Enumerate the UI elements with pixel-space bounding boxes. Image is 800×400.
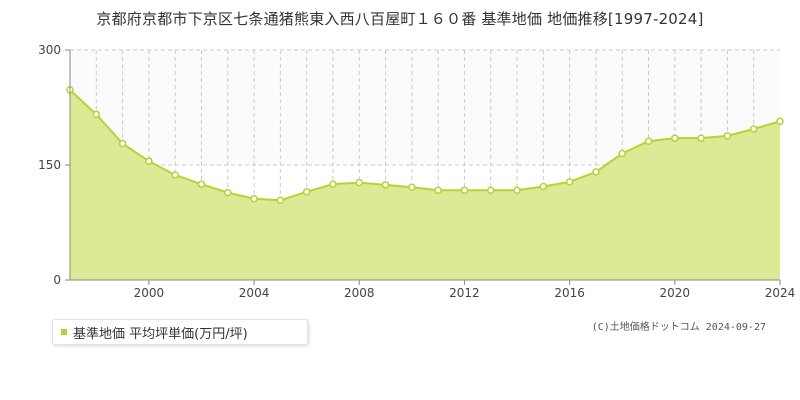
data-point [276, 196, 285, 205]
data-point [408, 183, 416, 191]
x-tick-label: 2012 [449, 286, 480, 300]
chart-title: 京都府京都市下京区七条通猪熊東入西八百屋町１６０番 基準地価 地価推移[1997… [96, 10, 704, 28]
data-point [723, 132, 732, 140]
data-point [486, 186, 495, 195]
legend: 基準地価 平均坪単価(万円/坪) [52, 319, 308, 345]
y-tick-label: 150 [38, 158, 61, 172]
data-point [381, 181, 390, 189]
data-point [434, 186, 442, 195]
x-tick-label: 2004 [239, 286, 270, 300]
data-point [224, 188, 232, 197]
data-point [302, 188, 311, 196]
copyright-credit: (C)土地価格ドットコム 2024-09-27 [591, 322, 766, 333]
data-point [644, 137, 653, 145]
legend-swatch-icon [61, 329, 67, 335]
data-point [539, 182, 548, 191]
y-tick-label: 0 [53, 273, 61, 287]
data-point [749, 125, 758, 133]
x-tick-label: 2000 [134, 286, 165, 300]
data-point [329, 180, 337, 188]
data-point [565, 178, 574, 186]
x-tick-label: 2020 [660, 286, 691, 300]
tick-labels: 0 150 300 2000 2004 2008 2012 2016 2020 2024 [38, 43, 795, 300]
data-point [171, 171, 179, 179]
data-point [671, 134, 679, 142]
data-point [776, 117, 784, 126]
series-area [70, 89, 780, 281]
data-point [460, 186, 469, 195]
series-layer [66, 86, 784, 281]
axes [65, 49, 781, 285]
data-point [697, 134, 705, 142]
data-point [592, 168, 600, 176]
data-point [197, 180, 206, 188]
data-point [118, 139, 127, 148]
data-point [250, 194, 258, 203]
data-point [92, 110, 101, 119]
x-tick-label: 2024 [765, 286, 796, 300]
x-tick-label: 2016 [554, 286, 585, 300]
y-tick-label: 300 [38, 43, 61, 57]
series-line [69, 89, 781, 202]
data-point [145, 157, 153, 165]
x-tick-label: 2008 [344, 286, 375, 300]
data-point [618, 149, 626, 158]
legend-label: 基準地価 平均坪単価(万円/坪) [73, 326, 248, 342]
data-point [513, 186, 521, 195]
data-point [355, 178, 364, 187]
